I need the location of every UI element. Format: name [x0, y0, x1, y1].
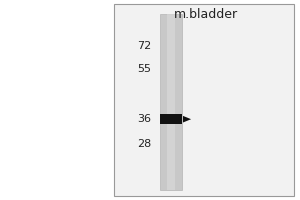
Text: m.bladder: m.bladder: [173, 8, 238, 21]
Text: 72: 72: [137, 41, 152, 51]
Text: 55: 55: [137, 64, 152, 74]
Text: 28: 28: [137, 139, 152, 149]
Bar: [167, 14, 175, 190]
Bar: [114, 4, 294, 196]
Bar: [160, 14, 182, 190]
Polygon shape: [183, 116, 191, 122]
Bar: [160, 114, 182, 124]
Text: 36: 36: [137, 114, 152, 124]
